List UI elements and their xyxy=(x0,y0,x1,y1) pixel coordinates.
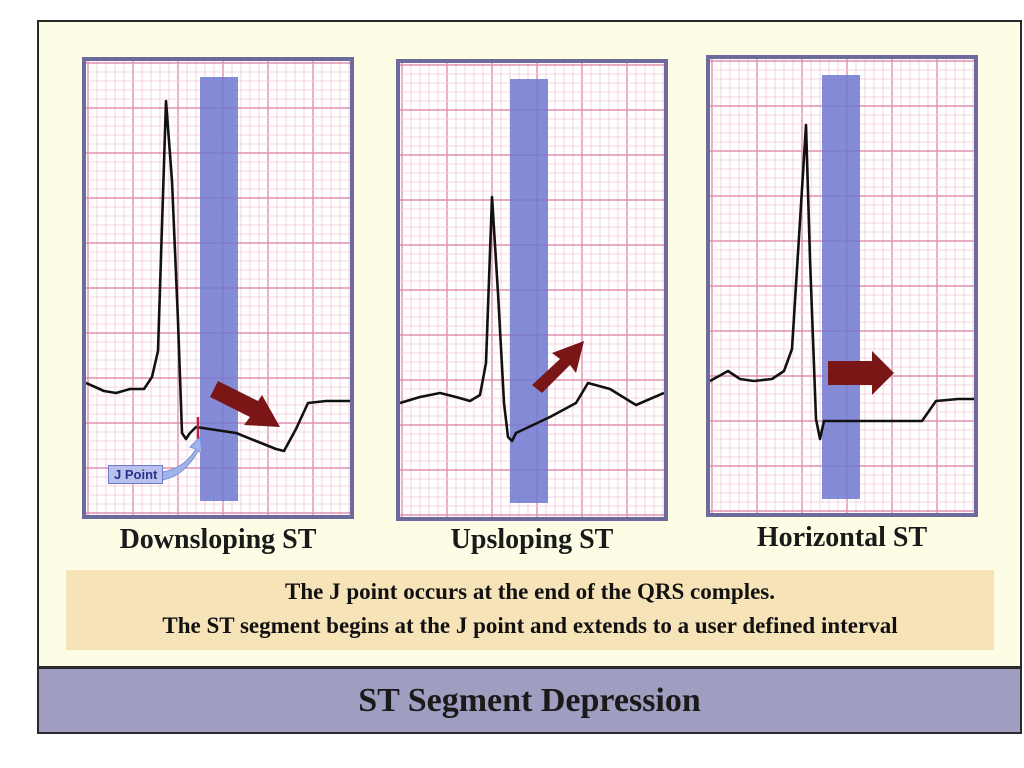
panel-label-upsloping: Upsloping ST xyxy=(450,524,614,555)
panel-label-horizontal: Horizontal ST xyxy=(756,522,928,553)
ecg-grid-downsloping xyxy=(86,61,350,515)
ecg-panel-upsloping xyxy=(396,59,668,521)
ecg-panel-downsloping: J Point xyxy=(82,57,354,519)
st-highlight-band xyxy=(822,75,860,499)
arrow-icon xyxy=(828,351,894,395)
note-line-2: The ST segment begins at the J point and… xyxy=(162,613,898,638)
ecg-trace xyxy=(86,99,350,453)
st-highlight-band xyxy=(200,77,238,501)
panel-label-downsloping: Downsloping ST xyxy=(119,524,317,555)
ecg-trace xyxy=(710,123,974,441)
ecg-grid-horizontal xyxy=(710,59,974,513)
st-highlight-band xyxy=(510,79,548,503)
ecg-panel-horizontal xyxy=(706,55,978,517)
footer-title-bar: ST Segment Depression xyxy=(39,666,1020,732)
footer-title: ST Segment Depression xyxy=(358,681,701,719)
j-point-label: J Point xyxy=(108,465,164,484)
explanation-note: The J point occurs at the end of the QRS… xyxy=(66,570,994,650)
diagram-frame: J Point Downsloping ST Upsloping ST Hori… xyxy=(37,20,1022,734)
note-line-1: The J point occurs at the end of the QRS… xyxy=(284,579,776,604)
ecg-trace xyxy=(400,195,664,443)
arrow-icon xyxy=(532,341,584,393)
arrow-icon xyxy=(210,381,280,427)
ecg-grid-upsloping xyxy=(400,63,664,517)
